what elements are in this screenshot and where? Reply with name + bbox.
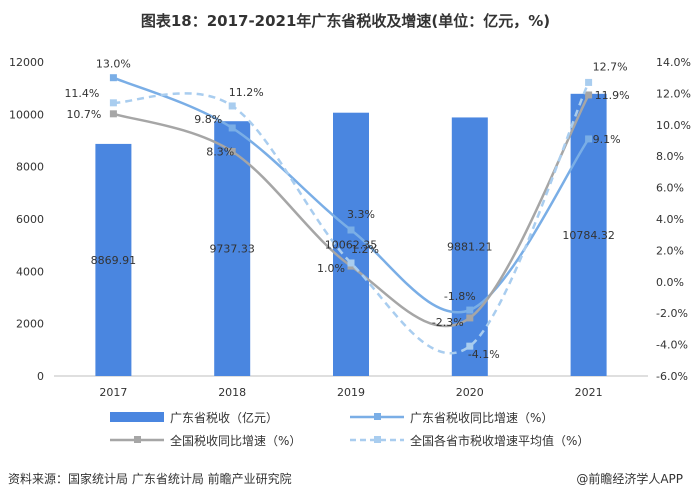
provincial-avg-label: 11.4% xyxy=(64,87,99,100)
bar-value-label: 10784.32 xyxy=(562,229,615,242)
left-tick-label: 8000 xyxy=(16,161,44,174)
bar xyxy=(333,112,369,376)
right-tick-label: 6.0% xyxy=(656,182,684,195)
gd-growth-label: 9.8% xyxy=(194,113,222,126)
gd-growth-marker xyxy=(228,124,236,132)
gd-growth-line xyxy=(112,76,590,314)
right-tick-label: 8.0% xyxy=(656,150,684,163)
provincial-avg-marker xyxy=(228,102,236,110)
legend: 广东省税收（亿元） 广东省税收同比增速（%） 全国税收同比增速（%） 全国各省市税收增… xyxy=(110,410,589,448)
x-tick-label: 2017 xyxy=(99,386,127,399)
right-tick-label: 4.0% xyxy=(656,213,684,226)
chart-canvas: 0 2000 4000 6000 8000 10000 12000 -6.0% -4.0% -2.… xyxy=(9,56,691,448)
footer-source: 资料来源：国家统计局 广东省统计局 前瞻产业研究院 xyxy=(8,472,292,486)
gd-growth-label: 13.0% xyxy=(96,58,131,71)
right-tick-label: 10.0% xyxy=(656,119,691,132)
x-tick-label: 2020 xyxy=(456,386,484,399)
right-tick-label: -2.0% xyxy=(656,307,688,320)
national-growth-label: 11.9% xyxy=(595,89,630,102)
national-growth-label: 8.3% xyxy=(206,145,234,158)
provincial-avg-label: -4.1% xyxy=(468,348,500,361)
left-tick-label: 0 xyxy=(37,370,44,383)
gd-growth-marker xyxy=(109,74,117,82)
legend-label: 广东省税收（亿元） xyxy=(170,410,278,425)
provincial-avg-marker xyxy=(585,78,593,86)
gd-growth-label: 9.1% xyxy=(593,133,621,146)
national-growth-marker xyxy=(466,314,474,322)
left-tick-label: 2000 xyxy=(16,318,44,331)
x-tick-label: 2019 xyxy=(337,386,365,399)
gd-growth-marker xyxy=(347,226,355,234)
left-tick-label: 4000 xyxy=(16,265,44,278)
lines-layer xyxy=(109,74,593,355)
provincial-avg-label: 12.7% xyxy=(593,60,628,73)
national-growth-label: -2.3% xyxy=(432,316,464,329)
legend-label: 广东省税收同比增速（%） xyxy=(410,411,553,425)
right-tick-label: 2.0% xyxy=(656,244,684,257)
legend-swatch-marker xyxy=(374,436,381,443)
bars-layer xyxy=(95,93,607,376)
x-tick-label: 2018 xyxy=(218,386,246,399)
right-tick-label: 14.0% xyxy=(656,56,691,69)
national-growth-marker xyxy=(228,147,236,155)
legend-label: 全国税收同比增速（%） xyxy=(170,433,301,448)
data-labels-layer: 8869.91 9737.33 10062.35 9881.21 10784.32 13.… xyxy=(64,58,629,361)
provincial-avg-label: 1.2% xyxy=(351,243,379,256)
chart-title: 图表18：2017-2021年广东省税收及增速(单位：亿元，%) xyxy=(140,12,551,30)
legend-label: 全国各省市税收增速平均值（%） xyxy=(410,433,589,448)
legend-swatch-bar xyxy=(110,412,164,422)
bar-value-label: 8869.91 xyxy=(91,254,137,267)
provincial-avg-line xyxy=(113,81,590,355)
right-tick-label: 0.0% xyxy=(656,276,684,289)
bar-value-label: 9881.21 xyxy=(447,241,493,254)
bar-value-label: 9737.33 xyxy=(209,243,255,256)
left-tick-label: 12000 xyxy=(9,56,44,69)
axes-layer: 0 2000 4000 6000 8000 10000 12000 -6.0% -4.0% -2.… xyxy=(9,56,691,399)
bar xyxy=(214,121,251,376)
provincial-avg-marker xyxy=(347,259,355,267)
provincial-avg-label: 11.2% xyxy=(229,86,264,99)
gd-growth-marker xyxy=(585,135,593,143)
legend-swatch-marker xyxy=(134,436,141,443)
gd-growth-label: -1.8% xyxy=(444,290,476,303)
right-tick-label: -6.0% xyxy=(656,370,688,383)
bar xyxy=(95,143,132,376)
national-growth-label: 10.7% xyxy=(66,108,101,121)
left-tick-label: 6000 xyxy=(16,213,44,226)
provincial-avg-marker xyxy=(466,342,474,350)
national-growth-marker xyxy=(109,110,117,118)
bar-value-label: 10062.35 xyxy=(325,238,378,251)
left-tick-label: 10000 xyxy=(9,108,44,121)
footer-brand: @前瞻经济学人APP xyxy=(576,472,683,486)
gd-growth-marker xyxy=(466,306,474,314)
national-growth-label: 1.0% xyxy=(317,262,345,275)
legend-swatch-marker xyxy=(374,413,381,420)
x-tick-label: 2021 xyxy=(575,386,603,399)
right-tick-label: -4.0% xyxy=(656,339,688,352)
provincial-avg-marker xyxy=(109,99,117,107)
gd-growth-label: 3.3% xyxy=(347,208,375,221)
right-tick-label: 12.0% xyxy=(656,87,691,100)
national-growth-marker xyxy=(585,91,593,99)
